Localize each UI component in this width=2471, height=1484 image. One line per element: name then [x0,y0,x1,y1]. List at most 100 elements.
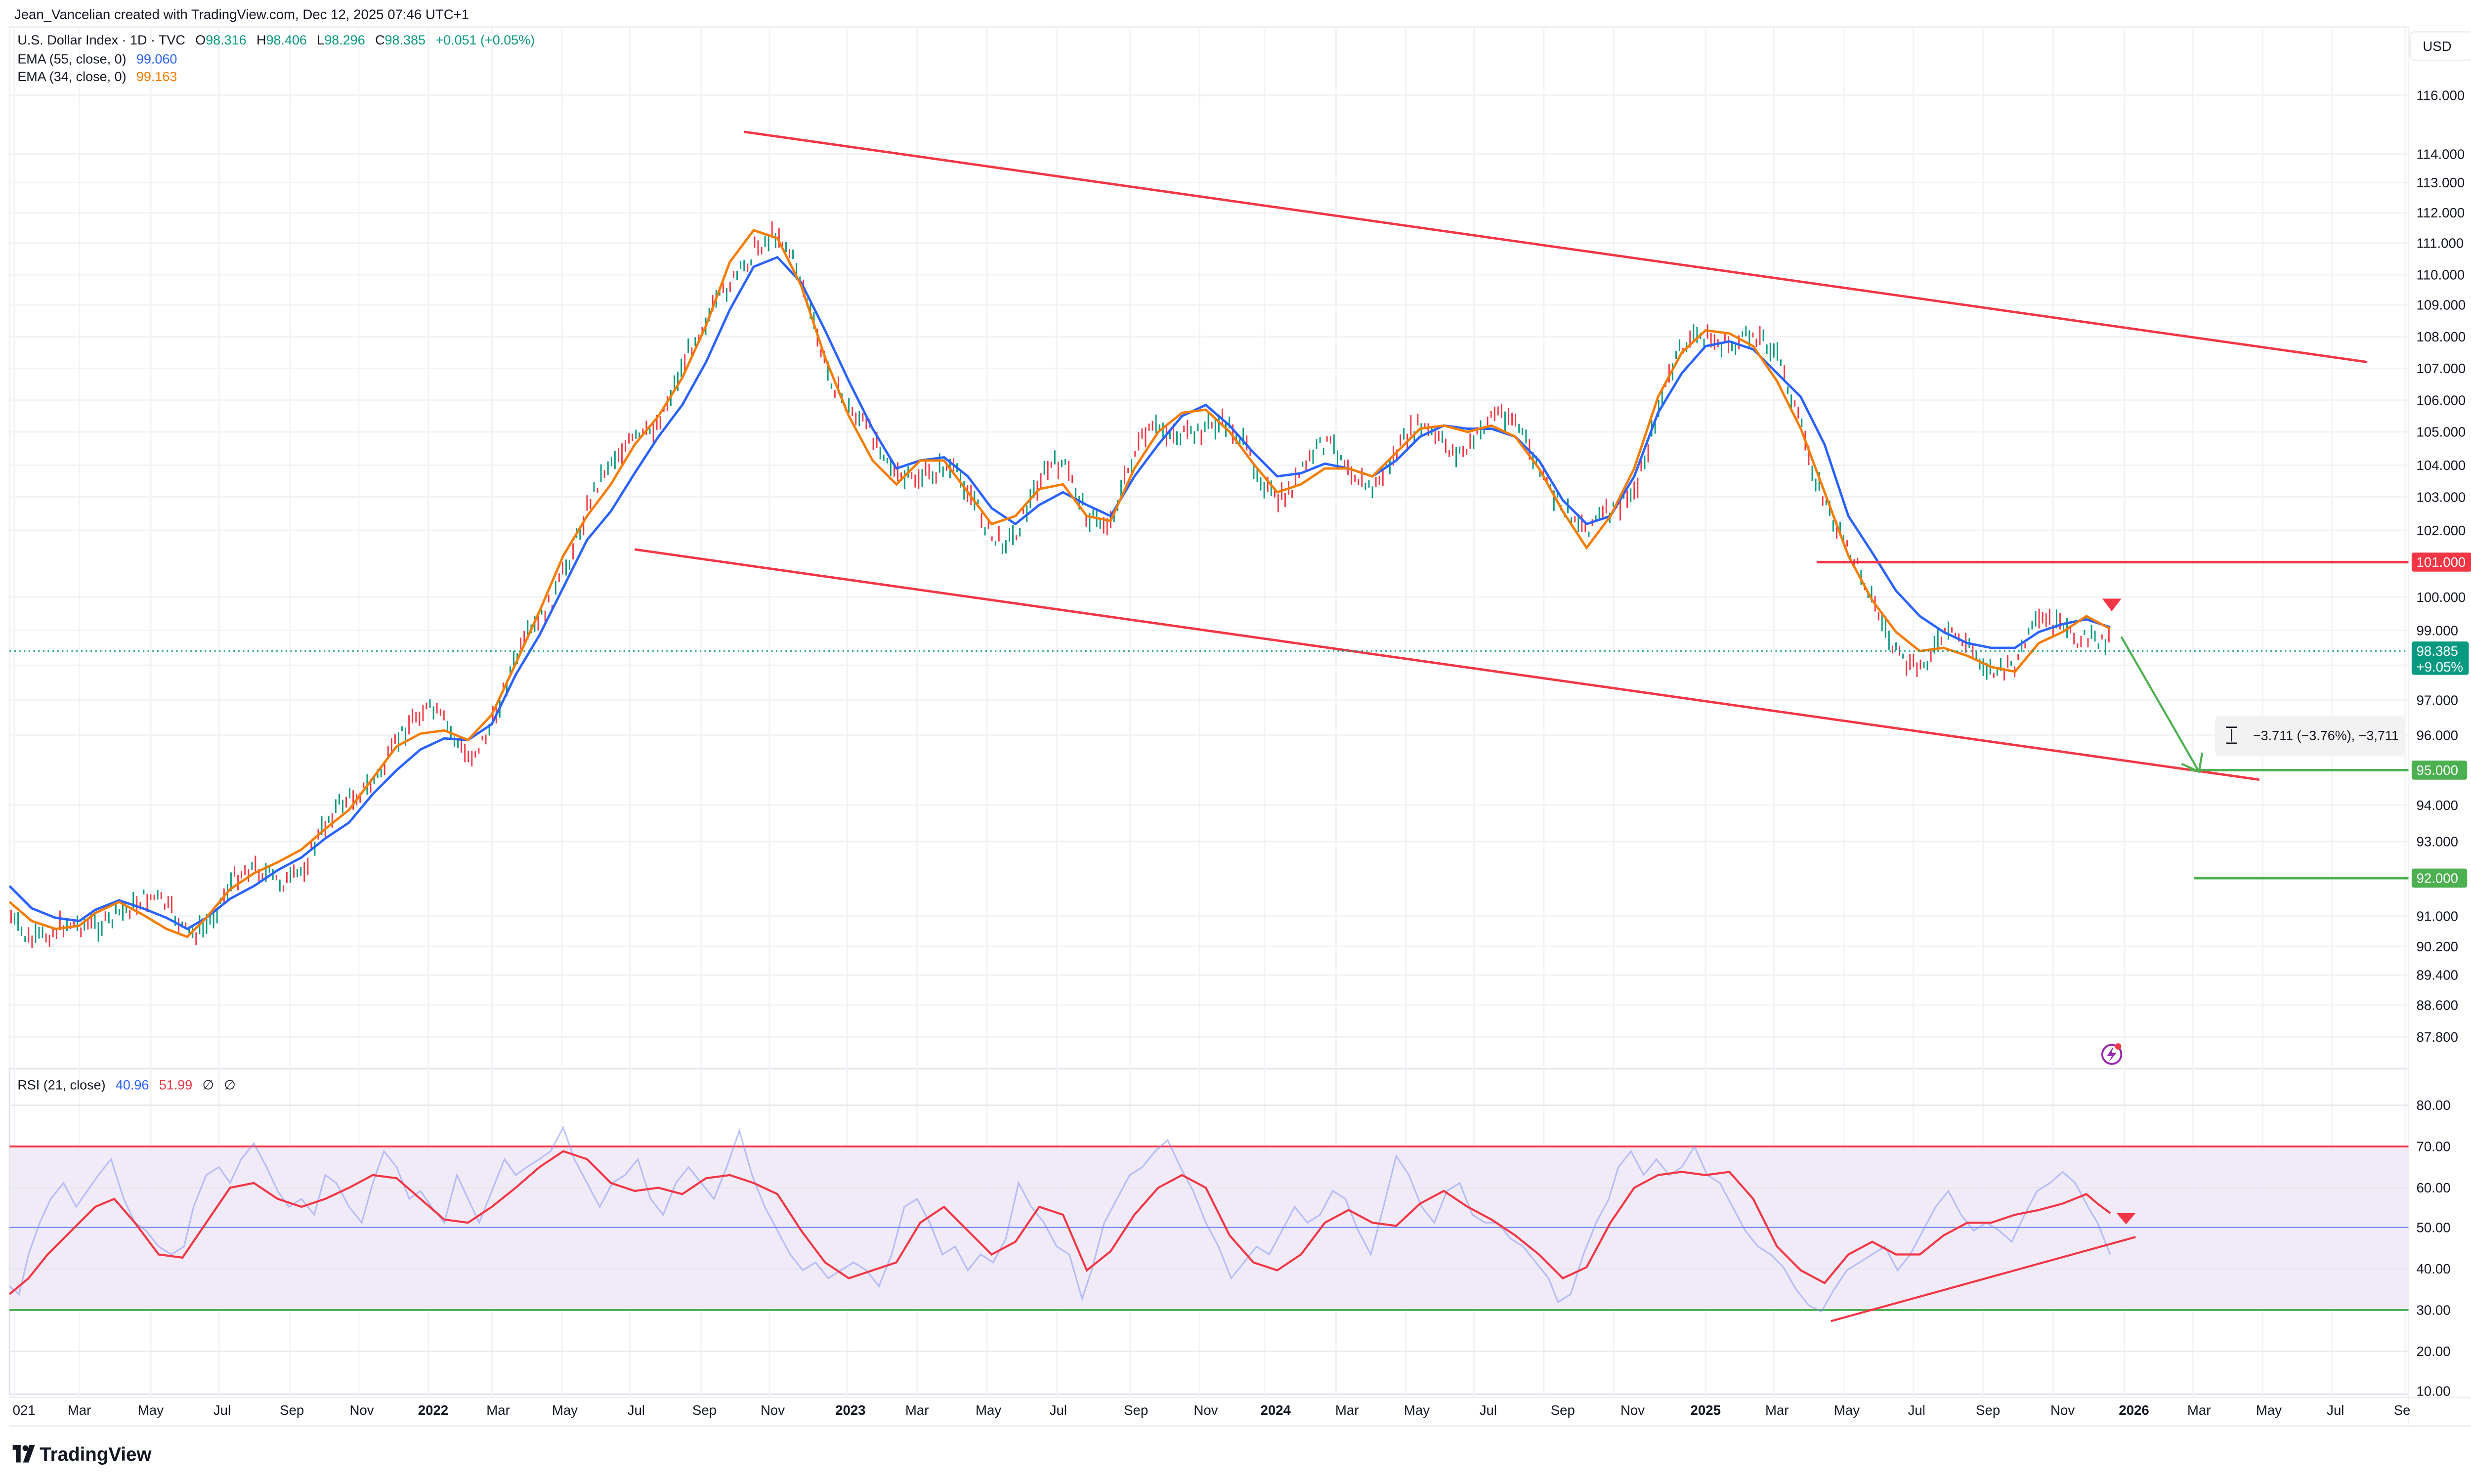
time-tick: Mar [486,1402,510,1418]
symbol-label: U.S. Dollar Index · 1D · TVC [17,33,185,47]
open-value: 98.316 [206,33,246,47]
price-tick: 116.000 [2417,87,2465,103]
time-tick: Mar [1335,1402,1359,1418]
channel-upper-trendline[interactable] [744,130,2368,364]
channel-lower-trendline[interactable] [634,548,2260,781]
resistance-price-badge [2411,552,2471,572]
price-range-text: −3.711 (−3.76%), −3,711 [2253,728,2399,743]
ema34-label: EMA (34, close, 0) [17,69,126,84]
main-legend: U.S. Dollar Index · 1D · TVC O98.316 H 98… [17,33,535,84]
time-tick: Jul [2327,1402,2344,1418]
price-tick: 103.000 [2417,489,2466,505]
svg-text:RSI (21, close) 40.96: RSI (21, close) 40.96 51.99 ∅ ∅ [17,1077,236,1092]
time-tick: Se [2394,1402,2411,1418]
price-tick: 99.000 [2417,623,2458,638]
last-price-text: 98.385 [2417,643,2458,659]
tradingview-logo-icon [12,1445,35,1463]
rsi-tick: 40.00 [2417,1261,2451,1276]
high-label: H [256,33,266,47]
price-pane[interactable] [8,26,2410,1070]
price-tick: 105.000 [2417,424,2466,440]
close-value: 98.385 [385,33,426,47]
price-tick: 110.000 [2417,267,2465,283]
time-tick: Nov [1193,1402,1218,1418]
projection-arrow[interactable] [2120,636,2204,773]
price-tick: 100.000 [2417,590,2466,605]
time-tick: May [976,1402,1001,1418]
svg-text:U.S. Dollar Index · 1D · TVC: U.S. Dollar Index · 1D · TVC O98.316 H 98… [17,33,535,47]
time-tick: May [1834,1402,1860,1418]
target-1-text: 95.000 [2417,763,2458,778]
time-tick: Nov [349,1402,374,1418]
tradingview-logo[interactable]: TradingView [12,1444,152,1465]
rsi-bearish-triangle-marker [2116,1213,2136,1225]
time-tick: Sep [280,1402,304,1418]
price-tick: 107.000 [2417,361,2466,376]
rsi-tick: 70.00 [2417,1139,2451,1154]
ema34-value: 99.163 [136,69,177,84]
price-tick: 102.000 [2417,523,2466,538]
na-value-2: ∅ [224,1077,235,1092]
bearish-triangle-marker [2102,598,2122,612]
rsi-line [9,1125,2111,1313]
time-tick: Mar [68,1402,91,1418]
price-tick: 91.000 [2417,909,2458,924]
target-2-badge [2411,868,2468,888]
time-axis[interactable]: 021 Mar May Jul Sep Nov 2022 Mar May Jul Sep Nov 202… [13,1402,2411,1418]
price-tick: 109.000 [2417,297,2466,313]
ema55-value: 99.060 [136,52,177,67]
rsi-tick: 80.00 [2417,1098,2451,1113]
time-tick: 2023 [835,1402,865,1418]
time-tick: May [2256,1402,2282,1418]
price-tick: 96.000 [2417,727,2458,743]
resistance-price-text: 101.000 [2417,554,2466,570]
rsi-value: 40.96 [116,1077,149,1092]
price-tick: 94.000 [2417,798,2458,813]
rsi-ma-value: 51.99 [159,1077,192,1092]
target-1-badge [2411,761,2468,780]
rsi-support-trendline[interactable] [1831,1236,2136,1322]
time-tick: Jul [628,1402,645,1418]
rsi-gridlines [9,1104,2409,1352]
rsi-axis[interactable]: 80.00 70.00 60.00 50.00 40.00 30.00 20.0… [2417,1098,2451,1399]
price-tick: 104.000 [2417,458,2466,473]
time-tick: May [1404,1402,1430,1418]
lightning-alert-icon[interactable] [2101,1043,2123,1065]
price-tick: 111.000 [2417,235,2464,251]
price-axis[interactable]: USD 116.000 114.000 113.000 112.000 111.000 1… [2409,31,2471,1045]
time-tick: 021 [13,1402,36,1418]
currency-button[interactable] [2409,31,2471,61]
price-gridlines [9,94,2409,1038]
price-range-label[interactable]: −3.711 (−3.76%), −3,711 [2215,716,2406,756]
rsi-legend: RSI (21, close) 40.96 51.99 ∅ ∅ [17,1077,236,1092]
price-tick: 87.800 [2417,1029,2458,1045]
rsi-label: RSI (21, close) [17,1077,105,1092]
time-tick: Jul [1480,1402,1497,1418]
price-tick: 90.200 [2417,939,2458,954]
rsi-tick: 30.00 [2417,1303,2451,1318]
last-price-badge [2411,641,2469,675]
author-credit: Jean_Vancelian created with TradingView.… [14,7,469,22]
ema34-line [8,229,2111,938]
na-value-1: ∅ [203,1077,214,1092]
time-tick: Jul [213,1402,231,1418]
time-tick: Nov [2050,1402,2075,1418]
rsi-tick: 10.00 [2417,1383,2451,1399]
open-label: O [195,33,206,47]
svg-text:EMA (55, close, 0) 99.06: EMA (55, close, 0) 99.060 [17,52,177,67]
time-tick: Sep [692,1402,717,1418]
time-tick: Sep [1976,1402,2000,1418]
price-tick: 88.600 [2417,998,2458,1013]
time-tick: Sep [1551,1402,1575,1418]
price-tick: 89.400 [2417,968,2458,983]
price-tick: 106.000 [2417,392,2466,408]
time-tick: 2025 [1691,1402,1721,1418]
ema55-label: EMA (55, close, 0) [17,52,126,67]
price-tick: 113.000 [2417,175,2465,190]
currency-label: USD [2423,39,2451,54]
price-tick: 108.000 [2417,329,2466,344]
time-tick: Sep [1124,1402,1148,1418]
time-tick: Jul [1050,1402,1067,1418]
vertical-range-icon [2226,726,2237,744]
